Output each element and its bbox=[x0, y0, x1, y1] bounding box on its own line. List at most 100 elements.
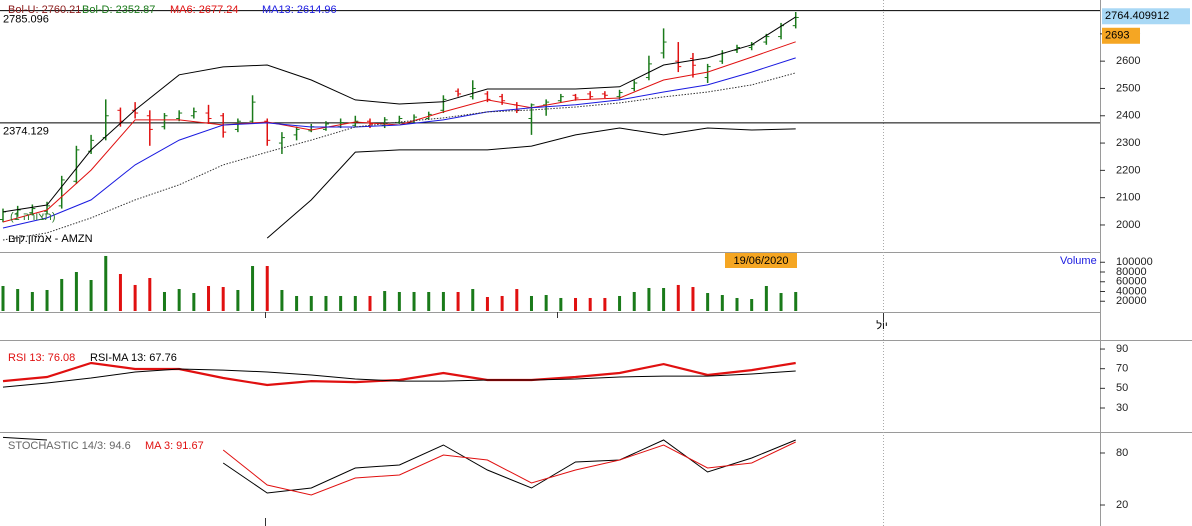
y-tick-label: 2200 bbox=[1116, 164, 1140, 176]
volume-bar bbox=[574, 297, 578, 311]
volume-bar bbox=[750, 299, 754, 311]
series-line bbox=[222, 441, 796, 496]
volume-bar bbox=[544, 295, 548, 311]
volume-bar bbox=[441, 291, 445, 311]
volume-bar bbox=[412, 291, 416, 311]
volume-bar bbox=[618, 295, 622, 311]
y-tick-label: 2500 bbox=[1116, 82, 1140, 94]
volume-label: Volume bbox=[1060, 255, 1097, 267]
volume-bar bbox=[295, 295, 299, 311]
volume-bar bbox=[45, 289, 49, 311]
y-tick-label: 2400 bbox=[1116, 110, 1140, 122]
volume-bar bbox=[529, 295, 533, 311]
volume-bar bbox=[133, 284, 137, 311]
y-tick-label: 80 bbox=[1116, 447, 1128, 459]
volume-bar bbox=[89, 280, 93, 311]
y-tick-label: 80000 bbox=[1116, 266, 1147, 278]
volume-bar bbox=[265, 266, 269, 311]
volume-bar bbox=[662, 287, 666, 311]
series-line bbox=[2, 436, 796, 494]
legend-entry: RSI-MA 13: 67.76 bbox=[90, 352, 177, 364]
y-tick-label: 90 bbox=[1116, 343, 1128, 355]
y-tick-label: 2600 bbox=[1116, 55, 1140, 67]
volume-bar bbox=[779, 293, 783, 311]
legend-entry: MA 3: 91.67 bbox=[145, 440, 204, 452]
volume-bar bbox=[118, 274, 122, 311]
volume-bar bbox=[192, 293, 196, 311]
y-tick-label: 2300 bbox=[1116, 137, 1140, 149]
volume-bar bbox=[104, 255, 108, 311]
price-tag-label: 2764.409912 bbox=[1105, 10, 1169, 22]
volume-bar bbox=[368, 295, 372, 311]
volume-bar bbox=[207, 285, 211, 311]
volume-bar bbox=[456, 291, 460, 311]
volume-bar bbox=[74, 272, 78, 311]
level-label: 2374.129 bbox=[3, 126, 49, 138]
date-tag bbox=[725, 253, 797, 268]
y-tick-label: 50 bbox=[1116, 382, 1128, 394]
volume-bar bbox=[515, 289, 519, 311]
y-tick-label: 2100 bbox=[1116, 192, 1140, 204]
series-line bbox=[2, 16, 796, 213]
volume-bar bbox=[177, 289, 181, 311]
volume-bar bbox=[309, 295, 313, 311]
volume-bar bbox=[794, 291, 798, 311]
volume-bar bbox=[647, 287, 651, 311]
series-line bbox=[2, 72, 796, 241]
volume-bar bbox=[251, 266, 255, 311]
legend-entry: Bol-U: 2760.21 bbox=[8, 4, 81, 16]
series-line bbox=[2, 57, 796, 229]
price-tag-label: 2693 bbox=[1105, 30, 1129, 42]
volume-bar bbox=[148, 278, 152, 311]
volume-bar bbox=[500, 295, 504, 311]
volume-bar bbox=[324, 295, 328, 311]
volume-bar bbox=[632, 291, 636, 311]
volume-bar bbox=[16, 289, 20, 311]
volume-bar bbox=[1, 285, 5, 311]
volume-bar bbox=[30, 291, 34, 311]
volume-bar bbox=[236, 289, 240, 311]
series-line bbox=[2, 361, 796, 387]
volume-bar bbox=[559, 297, 563, 311]
legend-entry: Bol-D: 2352.87 bbox=[82, 4, 155, 16]
x-axis-label: יול bbox=[876, 319, 888, 332]
price-tag bbox=[1102, 27, 1140, 44]
y-tick-label: 30 bbox=[1116, 402, 1128, 414]
volume-bar bbox=[383, 291, 387, 311]
volume-bar bbox=[471, 289, 475, 311]
y-tick-label: 70 bbox=[1116, 363, 1128, 375]
volume-bar bbox=[427, 291, 431, 311]
legend-entry: RSI 13: 76.08 bbox=[8, 352, 75, 364]
plot-layer: 2785.096 2374.129 2000 2100 2200 2300 2400 2500… bbox=[0, 4, 1190, 511]
series-line bbox=[266, 127, 796, 239]
legend-entry: STOCHASTIC 14/3: 94.6 bbox=[8, 440, 131, 452]
volume-bar bbox=[676, 284, 680, 311]
volume-bar bbox=[706, 293, 710, 311]
volume-bar bbox=[397, 291, 401, 311]
volume-bar bbox=[353, 295, 357, 311]
volume-bar bbox=[339, 295, 343, 311]
chart-note: (תצורה 1) bbox=[10, 211, 56, 223]
legend-entry: MA6: 2677.24 bbox=[170, 4, 239, 16]
y-tick-label: 40000 bbox=[1116, 285, 1147, 297]
legend-entry: MA13: 2614.96 bbox=[262, 4, 337, 16]
volume-bar bbox=[588, 297, 592, 311]
volume-bar bbox=[485, 297, 489, 311]
volume-bar bbox=[162, 291, 166, 311]
volume-bar bbox=[280, 289, 284, 311]
price-tag bbox=[1102, 8, 1190, 25]
y-tick-label: 20000 bbox=[1116, 295, 1147, 307]
series-line bbox=[2, 368, 796, 388]
volume-bar bbox=[60, 278, 64, 311]
volume-bar bbox=[221, 287, 225, 311]
volume-bar bbox=[764, 285, 768, 311]
volume-bar bbox=[603, 297, 607, 311]
y-tick-label: 60000 bbox=[1116, 276, 1147, 288]
volume-bar bbox=[691, 287, 695, 311]
level-label: 2785.096 bbox=[3, 14, 49, 26]
volume-bar bbox=[735, 297, 739, 311]
chart-note: אמזון.קום - AMZN bbox=[8, 233, 93, 245]
y-tick-label: 2000 bbox=[1116, 219, 1140, 231]
date-tag-label: 19/06/2020 bbox=[733, 255, 788, 267]
